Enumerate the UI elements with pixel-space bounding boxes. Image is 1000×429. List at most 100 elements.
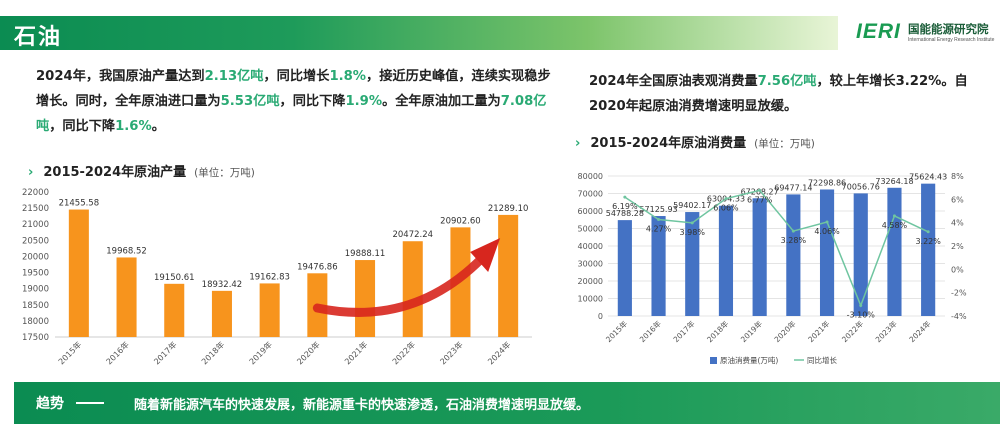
production-bar [402, 241, 423, 337]
chart-unit: (单位：万吨) [754, 138, 815, 150]
y-tick-label: 21000 [22, 220, 49, 230]
consumption-bar [887, 187, 902, 316]
production-bar [211, 290, 232, 337]
production-bar-chart: 22000 21500 21000 20500 20000 19500 19000 18500… [22, 188, 532, 366]
chevron-right-icon: › [575, 136, 581, 151]
bar-value-label: 70056.76 [842, 182, 880, 191]
bar-value-label: 59402.17 [673, 201, 711, 210]
summary-text: 2024年，我国原油产量达到 [36, 69, 205, 84]
bar-value-label: 19162.83 [249, 272, 290, 282]
y-tick-label: 40000 [578, 242, 603, 251]
x-tick-label: 2016年 [637, 318, 663, 344]
production-summary: 2024年，我国原油产量达到2.13亿吨，同比增长1.8%，接近历史峰值，连续实… [36, 64, 551, 139]
x-tick-label: 2023年 [438, 339, 465, 366]
growth-rate-label: 4.06% [814, 227, 840, 236]
y2-tick-label: 8% [951, 172, 964, 181]
y-tick-label: 60000 [578, 207, 603, 216]
growth-rate-label: 3.22% [915, 237, 941, 246]
y2-tick-label: -4% [951, 312, 967, 321]
y-tick-label: 20000 [22, 252, 49, 262]
header-band: 石油 [0, 16, 838, 50]
y-tick-label: 0 [598, 312, 603, 321]
logo-english-name: International Energy Research Institute [908, 37, 995, 43]
x-tick-label: 2021年 [342, 339, 369, 366]
consumption-bar [819, 189, 835, 316]
y-tick-label: 17500 [22, 333, 49, 343]
bar-value-label: 73264.18 [875, 177, 913, 186]
growth-rate-point [758, 188, 762, 192]
consumption-combo-chart: 80000 70000 60000 50000 40000 30000 20000 10000… [578, 172, 967, 365]
growth-rate-label: 6.77% [747, 195, 773, 204]
x-tick-label: 2017年 [152, 339, 179, 366]
bar-value-label: 19968.52 [106, 246, 147, 256]
x-tick-label: 2015年 [56, 339, 83, 366]
trend-arrow-shaft [312, 253, 487, 317]
y-tick-label: 20000 [578, 277, 603, 286]
highlight-value: 1.6% [115, 119, 152, 134]
bar-value-label: 20472.24 [392, 230, 433, 240]
summary-text: ，接近历史峰值，连续实现稳步增长。同时，全年原油进口量为 [36, 69, 551, 109]
y-tick-label: 19000 [22, 285, 49, 295]
consumption-bar [921, 183, 936, 316]
x-tick-label: 2021年 [806, 318, 832, 344]
highlight-value: 2.13亿吨 [204, 69, 264, 84]
consumption-bar [651, 216, 666, 316]
y2-tick-label: 2% [951, 242, 964, 251]
y-tick-label: 19500 [22, 269, 49, 279]
bar-value-label: 69477.14 [774, 183, 812, 192]
consumption-bar [786, 194, 801, 316]
x-tick-label: 2019年 [247, 339, 274, 366]
y2-tick-label: -2% [951, 289, 967, 298]
growth-rate-point [859, 304, 863, 307]
production-bar [259, 283, 280, 337]
banner-divider [76, 402, 104, 404]
trend-banner: 趋势 随着新能源汽车的快速发展，新能源重卡的快速渗透，石油消费增速明显放缓。 [14, 382, 1000, 424]
summary-text: ，同比下降 [49, 119, 116, 134]
consumption-bar [617, 220, 632, 316]
growth-rate-line [624, 189, 929, 308]
growth-rate-point [926, 230, 930, 234]
growth-rate-label: 3.28% [781, 236, 807, 245]
growth-rate-point [825, 220, 829, 224]
production-bar [355, 260, 376, 337]
summary-text: 。 [151, 119, 165, 134]
y-tick-label: 22000 [22, 188, 49, 198]
growth-rate-point [690, 221, 694, 225]
y-tick-label: 70000 [578, 190, 603, 199]
growth-rate-label: -3.10% [847, 311, 876, 320]
y2-tick-label: 4% [951, 219, 964, 228]
production-bar [498, 214, 519, 337]
consumption-chart-title: › 2015-2024年原油消费量 (单位：万吨) [575, 132, 815, 151]
x-tick-label: 2023年 [873, 318, 899, 344]
x-tick-label: 2024年 [907, 318, 933, 344]
highlight-value: 7.08亿吨 [36, 94, 547, 134]
legend-line-label: 同比增长 [807, 355, 837, 365]
highlight-value: 1.8% [329, 69, 367, 84]
growth-rate-label: 6.19% [612, 202, 638, 211]
chart-title-text: 2015-2024年原油产量 [43, 165, 187, 180]
ieri-logo: IERI 国能能源研究院 International Energy Resear… [856, 20, 996, 48]
growth-rate-point [724, 197, 728, 201]
page-title: 石油 [14, 25, 63, 50]
highlight-value: 1.9% [345, 94, 383, 109]
summary-text: ，较上年增长3.22%。自2020年起原油消费增速明显放缓。 [589, 74, 968, 114]
bar-value-label: 21289.10 [488, 204, 529, 214]
logo-mark: IERI [856, 20, 901, 43]
chart-unit: (单位：万吨) [194, 167, 255, 179]
bar-value-label: 54788.28 [606, 209, 644, 218]
growth-rate-point [791, 229, 795, 233]
y-tick-label: 80000 [578, 172, 603, 181]
growth-rate-label: 4.58% [882, 221, 908, 230]
chart-title-text: 2015-2024年原油消费量 [590, 136, 747, 151]
growth-rate-point [892, 214, 896, 218]
trend-label: 趋势 [36, 396, 64, 412]
production-bar [164, 283, 185, 337]
summary-text: 2024年全国原油表观消费量 [589, 74, 758, 89]
consumption-bar [752, 198, 767, 316]
x-tick-label: 2018年 [199, 339, 226, 366]
highlight-value: 5.53亿吨 [220, 94, 280, 109]
x-tick-label: 2016年 [104, 339, 131, 366]
trend-arrow-head [470, 238, 501, 272]
summary-text: ，同比增长 [263, 69, 330, 84]
y-tick-label: 20500 [22, 236, 49, 246]
